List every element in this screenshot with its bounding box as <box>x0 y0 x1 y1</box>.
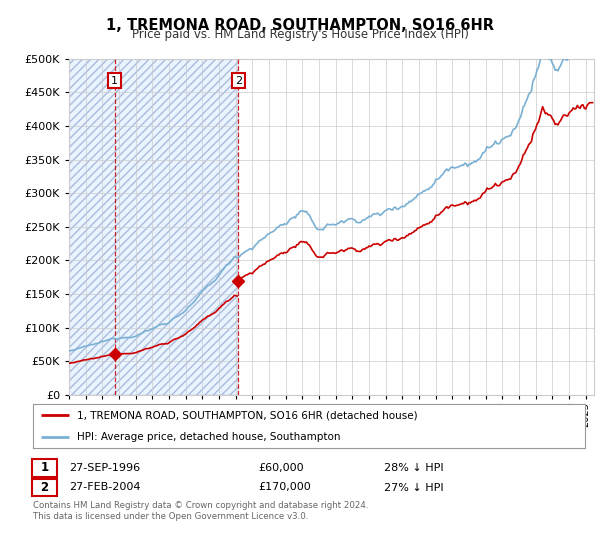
Text: 2: 2 <box>235 76 242 86</box>
Text: 1, TREMONA ROAD, SOUTHAMPTON, SO16 6HR (detached house): 1, TREMONA ROAD, SOUTHAMPTON, SO16 6HR (… <box>77 410 418 420</box>
Text: 27-SEP-1996: 27-SEP-1996 <box>69 463 140 473</box>
Text: HPI: Average price, detached house, Southampton: HPI: Average price, detached house, Sout… <box>77 432 341 442</box>
Text: Contains HM Land Registry data © Crown copyright and database right 2024.
This d: Contains HM Land Registry data © Crown c… <box>33 501 368 521</box>
Text: £170,000: £170,000 <box>258 483 311 492</box>
Text: 1: 1 <box>40 461 49 474</box>
Text: 2: 2 <box>40 481 49 494</box>
Text: 27% ↓ HPI: 27% ↓ HPI <box>384 483 443 492</box>
Text: 27-FEB-2004: 27-FEB-2004 <box>69 483 140 492</box>
Bar <box>69 59 238 395</box>
Text: £60,000: £60,000 <box>258 463 304 473</box>
Text: 1, TREMONA ROAD, SOUTHAMPTON, SO16 6HR: 1, TREMONA ROAD, SOUTHAMPTON, SO16 6HR <box>106 18 494 33</box>
Text: 1: 1 <box>111 76 118 86</box>
Text: 28% ↓ HPI: 28% ↓ HPI <box>384 463 443 473</box>
Bar <box>69 59 238 395</box>
Text: Price paid vs. HM Land Registry's House Price Index (HPI): Price paid vs. HM Land Registry's House … <box>131 28 469 41</box>
